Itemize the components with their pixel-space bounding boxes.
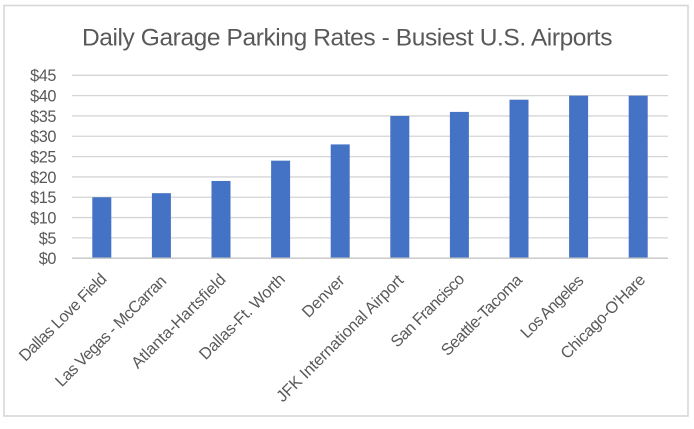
svg-text:$15: $15 [30,189,56,207]
svg-text:$20: $20 [30,169,56,187]
svg-text:$5: $5 [39,230,57,248]
svg-text:$40: $40 [30,88,56,106]
svg-text:$0: $0 [39,250,57,268]
svg-text:Daily Garage Parking Rates - B: Daily Garage Parking Rates - Busiest U.S… [82,24,612,51]
svg-text:$10: $10 [30,209,56,227]
svg-text:$45: $45 [30,67,56,85]
svg-text:$30: $30 [30,128,56,146]
svg-text:$25: $25 [30,149,56,167]
svg-text:$35: $35 [30,108,56,126]
